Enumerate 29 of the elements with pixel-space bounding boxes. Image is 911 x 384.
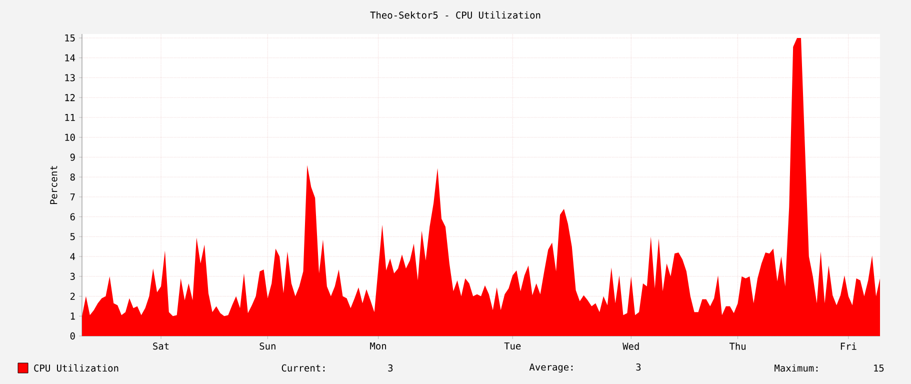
text: Average: 3: [529, 363, 641, 373]
y-tick-label: 14: [65, 54, 76, 62]
y-tick-label: 9: [70, 154, 75, 161]
y-tick-label: 7: [70, 193, 75, 200]
y-tick-label: 5: [70, 233, 75, 240]
y-tick-label: 3: [70, 272, 75, 280]
y-tick-label: 15: [65, 34, 75, 42]
y-tick-label: 13: [65, 74, 75, 82]
y-tick-label: 8: [70, 173, 75, 181]
x-tick-label: Sun: [260, 342, 276, 350]
legend-label: CPU Utilization: [34, 364, 118, 372]
y-tick-label: 4: [70, 253, 76, 260]
y-tick-label: 2: [70, 292, 75, 300]
y-tick-label: 0: [70, 332, 75, 340]
y-axis-title: Percent: [50, 166, 58, 204]
y-tick-label: 12: [65, 94, 75, 102]
y-tick-label: 10: [65, 134, 75, 141]
x-tick-label: Sat: [153, 342, 169, 350]
chart-title: Theo-Sektor5 - CPU Utilization: [370, 11, 540, 19]
x-tick-label: Wed: [622, 342, 639, 350]
x-tick-label: Mon: [370, 342, 386, 350]
y-tick-label: 11: [65, 114, 75, 121]
text: Maximum: 15: [774, 364, 884, 372]
y-tick-label: 6: [70, 213, 75, 220]
y-tick-label: 1: [70, 312, 75, 320]
text: Current: 3: [282, 364, 393, 372]
x-tick-label: Thu: [729, 342, 746, 350]
x-tick-label: Fri: [840, 342, 856, 350]
x-tick-label: Tue: [504, 342, 521, 350]
